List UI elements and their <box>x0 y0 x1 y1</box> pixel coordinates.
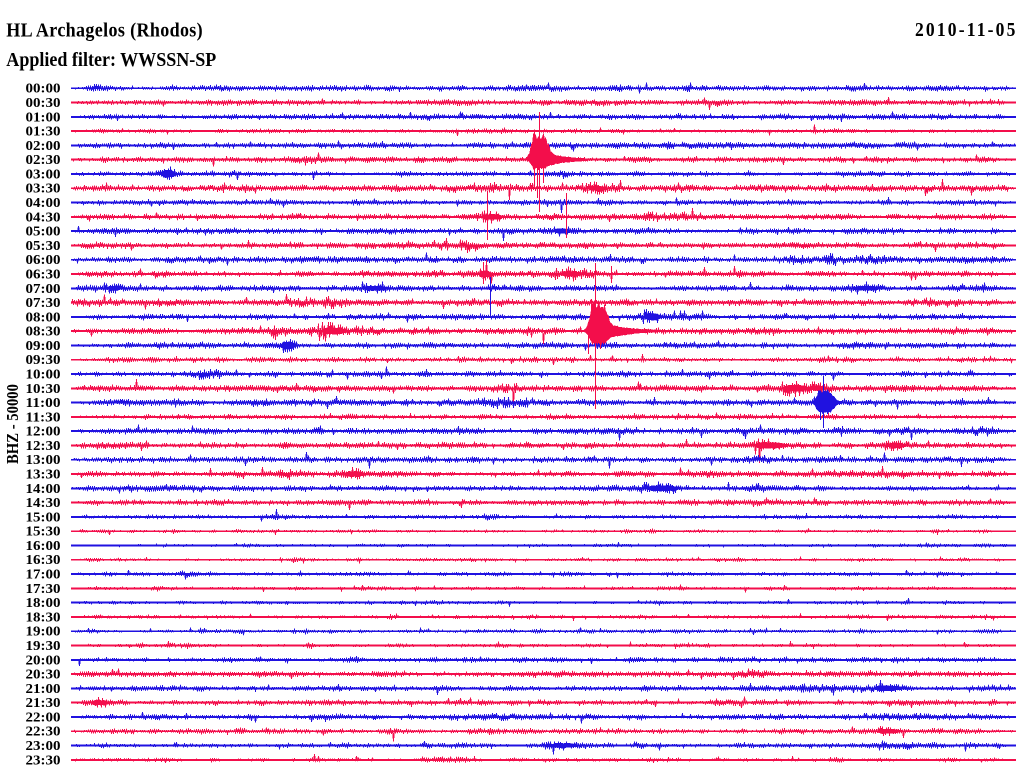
svg-text:13:00: 13:00 <box>26 453 61 468</box>
svg-text:20:00: 20:00 <box>26 653 61 668</box>
svg-text:13:30: 13:30 <box>26 468 61 483</box>
svg-text:10:00: 10:00 <box>26 368 61 383</box>
svg-text:20:30: 20:30 <box>26 668 61 683</box>
svg-text:19:30: 19:30 <box>26 639 61 654</box>
svg-text:07:00: 07:00 <box>26 282 61 297</box>
svg-text:23:00: 23:00 <box>26 739 61 754</box>
svg-text:11:30: 11:30 <box>26 410 61 425</box>
svg-text:23:30: 23:30 <box>26 753 61 768</box>
svg-text:Applied filter: WWSSN-SP: Applied filter: WWSSN-SP <box>6 49 216 71</box>
svg-text:14:00: 14:00 <box>26 482 61 497</box>
svg-text:16:00: 16:00 <box>26 539 61 554</box>
svg-text:01:30: 01:30 <box>26 125 61 140</box>
svg-text:18:30: 18:30 <box>26 610 61 625</box>
svg-text:03:30: 03:30 <box>26 182 61 197</box>
svg-text:BHZ - 50000: BHZ - 50000 <box>3 384 22 464</box>
svg-text:01:00: 01:00 <box>26 110 61 125</box>
svg-text:15:00: 15:00 <box>26 510 61 525</box>
svg-text:21:30: 21:30 <box>26 696 61 711</box>
svg-text:07:30: 07:30 <box>26 296 61 311</box>
svg-text:08:30: 08:30 <box>26 325 61 340</box>
svg-text:17:00: 17:00 <box>26 568 61 583</box>
svg-text:02:30: 02:30 <box>26 153 61 168</box>
svg-text:00:00: 00:00 <box>26 82 61 97</box>
svg-text:08:00: 08:00 <box>26 310 61 325</box>
svg-text:05:30: 05:30 <box>26 239 61 254</box>
svg-text:22:00: 22:00 <box>26 710 61 725</box>
svg-text:10:30: 10:30 <box>26 382 61 397</box>
svg-text:12:30: 12:30 <box>26 439 61 454</box>
svg-text:05:00: 05:00 <box>26 225 61 240</box>
svg-text:22:30: 22:30 <box>26 725 61 740</box>
svg-text:21:00: 21:00 <box>26 682 61 697</box>
svg-text:02:00: 02:00 <box>26 139 61 154</box>
svg-text:06:00: 06:00 <box>26 253 61 268</box>
svg-text:00:30: 00:30 <box>26 96 61 111</box>
svg-text:15:30: 15:30 <box>26 525 61 540</box>
svg-text:14:30: 14:30 <box>26 496 61 511</box>
svg-text:09:00: 09:00 <box>26 339 61 354</box>
svg-text:HL Archagelos (Rhodos): HL Archagelos (Rhodos) <box>6 20 203 42</box>
svg-text:03:00: 03:00 <box>26 167 61 182</box>
svg-text:2010-11-05: 2010-11-05 <box>915 19 1018 41</box>
svg-text:18:00: 18:00 <box>26 596 61 611</box>
svg-text:04:30: 04:30 <box>26 210 61 225</box>
svg-text:12:00: 12:00 <box>26 425 61 440</box>
svg-text:04:00: 04:00 <box>26 196 61 211</box>
svg-text:06:30: 06:30 <box>26 268 61 283</box>
svg-text:16:30: 16:30 <box>26 553 61 568</box>
svg-text:09:30: 09:30 <box>26 353 61 368</box>
svg-text:17:30: 17:30 <box>26 582 61 597</box>
svg-text:19:00: 19:00 <box>26 625 61 640</box>
svg-text:11:00: 11:00 <box>26 396 61 411</box>
